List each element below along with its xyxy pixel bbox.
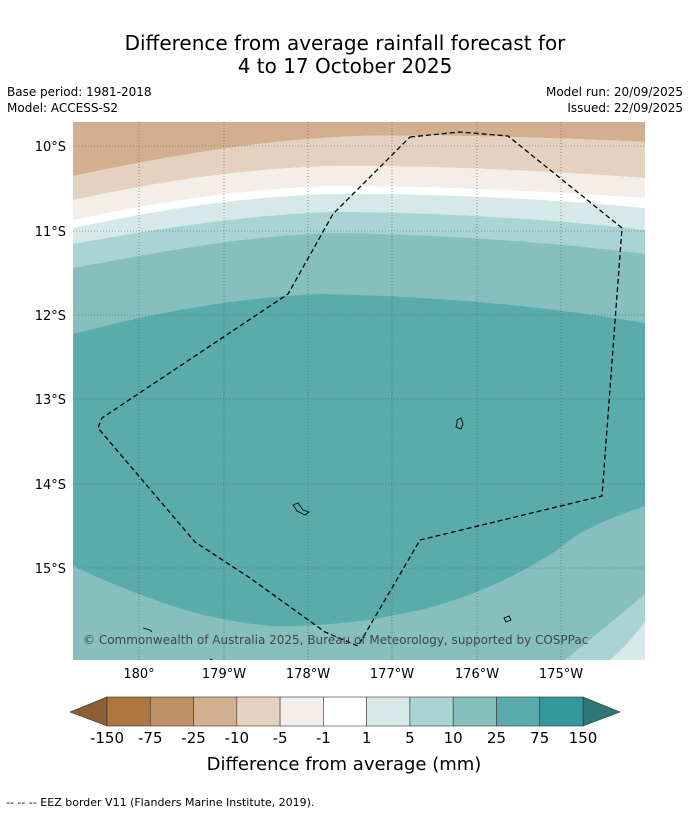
colorbar-swatches xyxy=(106,696,584,727)
coast-fragment xyxy=(209,658,214,660)
map-area xyxy=(73,122,645,660)
colorbar-swatch xyxy=(149,696,194,727)
colorbar-tick-label: -10 xyxy=(225,729,250,747)
colorbar-tick-label: -5 xyxy=(273,729,288,747)
colorbar-tick-label: -75 xyxy=(138,729,163,747)
lon-label-180: 180° xyxy=(123,667,154,682)
base-period: Base period: 1981-2018 xyxy=(7,85,152,99)
lon-label-178w: 178°W xyxy=(286,667,330,682)
lat-label-10s: 10°S xyxy=(35,140,66,155)
colorbar-tick-label: -25 xyxy=(181,729,206,747)
colorbar-swatch xyxy=(193,696,238,727)
band-minus-10 xyxy=(73,135,645,200)
colorbar-extend-high xyxy=(582,696,621,727)
lat-label-15s: 15°S xyxy=(35,562,66,577)
colorbar-swatch xyxy=(366,696,411,727)
eez-legend-note: -- -- -- EEZ border V11 (Flanders Marine… xyxy=(6,796,315,809)
band-plus-25 xyxy=(73,294,645,628)
colorbar-title: Difference from average (mm) xyxy=(207,754,482,775)
model-name: Model: ACCESS-S2 xyxy=(7,101,119,115)
island-small-east xyxy=(503,615,512,623)
lat-label-14s: 14°S xyxy=(35,478,66,493)
colorbar: -150 -75 -25 -10 -5 -1 1 5 10 25 75 150 Difference … xyxy=(69,696,621,775)
colorbar-swatch xyxy=(539,696,584,727)
title-line-2: 4 to 17 October 2025 xyxy=(237,54,453,78)
colorbar-swatch xyxy=(496,696,541,727)
band-minus-5 xyxy=(73,165,645,220)
colorbar-labels: -150 -75 -25 -10 -5 -1 1 5 10 25 75 150 xyxy=(90,729,597,747)
band-plus-10-lower xyxy=(73,506,645,660)
colorbar-tick-label: -1 xyxy=(316,729,331,747)
copyright-credit: © Commonwealth of Australia 2025, Bureau… xyxy=(83,633,589,647)
band-plus-1-lower xyxy=(610,622,645,660)
colorbar-tick-label: 150 xyxy=(569,729,598,747)
island-wallis-futuna xyxy=(292,502,310,516)
model-run: Model run: 20/09/2025 xyxy=(545,85,683,99)
eez-border xyxy=(97,131,623,647)
colorbar-tick-label: 75 xyxy=(530,729,549,747)
colorbar-swatch xyxy=(409,696,454,727)
lat-label-13s: 13°S xyxy=(35,393,66,408)
colorbar-swatch xyxy=(279,696,324,727)
colorbar-extend-low xyxy=(69,696,108,727)
colorbar-tick-label: -150 xyxy=(90,729,124,747)
lon-label-176w: 176°W xyxy=(455,667,499,682)
latitude-labels: 10°S 11°S 12°S 13°S 14°S 15°S xyxy=(35,140,66,577)
colorbar-swatch xyxy=(452,696,497,727)
colorbar-tick-label: 1 xyxy=(362,729,372,747)
colorbar-swatch xyxy=(236,696,281,727)
island-niuafoou xyxy=(455,417,464,430)
gridlines xyxy=(73,122,645,660)
longitude-labels: 180° 179°W 178°W 177°W 176°W 175°W xyxy=(123,667,583,682)
band-plus-5-lower xyxy=(565,594,645,660)
lon-label-175w: 175°W xyxy=(539,667,583,682)
lon-label-177w: 177°W xyxy=(370,667,414,682)
lat-label-12s: 12°S xyxy=(35,309,66,324)
colorbar-swatch xyxy=(106,696,151,727)
colorbar-tick-label: 5 xyxy=(405,729,415,747)
colorbar-tick-label: 10 xyxy=(444,729,463,747)
colorbar-swatch xyxy=(323,696,367,727)
lon-label-179w: 179°W xyxy=(202,667,246,682)
colorbar-tick-label: 25 xyxy=(487,729,506,747)
lat-label-11s: 11°S xyxy=(35,225,66,240)
island-small-west xyxy=(142,627,153,633)
issued-date: Issued: 22/09/2025 xyxy=(567,101,683,115)
title-line-1: Difference from average rainfall forecas… xyxy=(124,31,566,55)
